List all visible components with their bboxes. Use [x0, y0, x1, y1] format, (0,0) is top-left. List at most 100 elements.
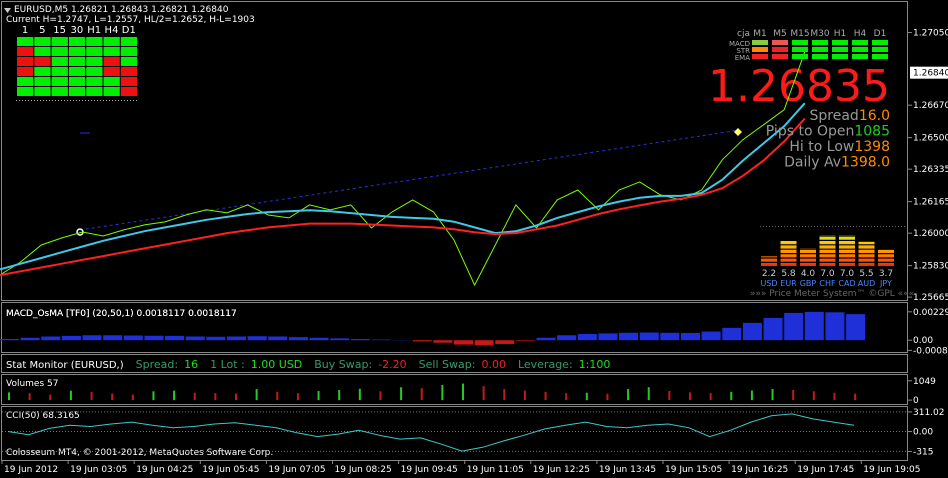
macd-bar [515, 340, 535, 341]
stat-frame [1, 354, 908, 373]
timeframe-label: 5 [39, 25, 45, 36]
timeframe-label: H4 [105, 25, 119, 36]
meter-bar [800, 248, 816, 266]
stat-value: 16.0 [859, 108, 890, 124]
stat-value: 1:100 [579, 358, 611, 371]
macd-bar [350, 338, 370, 341]
time-label: 19 Jun 17:45 [797, 465, 854, 475]
stat-line: Pips to Open1085 [766, 124, 890, 140]
time-label: 19 Jun 03:05 [70, 465, 127, 475]
macd-bar [103, 335, 123, 341]
macd-bar [598, 333, 618, 341]
volumes-frame [1, 374, 908, 405]
timeframe-cell [51, 37, 68, 46]
time-label: 19 Jun 04:25 [136, 465, 193, 475]
meter-bar [761, 256, 777, 266]
timeframe-label: D1 [122, 25, 136, 36]
meter-value: 7.0 [820, 269, 835, 279]
y-tick-label: 0 [913, 396, 919, 406]
macd-bar [247, 336, 267, 341]
volume-bar [379, 391, 382, 401]
meter-currency: EUR [780, 279, 797, 288]
timeframe-cell [86, 67, 103, 76]
meter-value: 4.0 [801, 269, 816, 279]
cci-line [7, 413, 855, 452]
signal-cell [792, 47, 808, 52]
signal-cell [852, 40, 868, 45]
stat-value: 1398.0 [841, 155, 890, 171]
cci-frame [1, 406, 908, 461]
time-label: 19 Jun 05:45 [202, 465, 259, 475]
signal-cell [792, 40, 808, 45]
stat-label: Hi to Low [789, 139, 854, 155]
time-label: 19 Jun 15:05 [665, 465, 722, 475]
stat-value: -2.20 [378, 358, 406, 371]
y-tick-label: 1.26000 [913, 229, 948, 239]
volume-bar [358, 388, 361, 401]
stat-label: Spread: [136, 358, 178, 371]
volume-bar [49, 394, 52, 401]
price-line [0, 117, 806, 277]
macd-bar [536, 337, 556, 341]
macd-bar [330, 338, 350, 341]
time-label: 19 Jun 07:05 [268, 465, 325, 475]
timeframe-cell [17, 37, 34, 46]
meter-value: 7.0 [840, 269, 855, 279]
timeframe-cell [120, 57, 138, 66]
signal-cell [772, 54, 788, 59]
macd-bar [371, 339, 391, 341]
volume-bar [854, 393, 857, 401]
stat-label: Spread [810, 108, 859, 124]
timeframe-cell [68, 67, 86, 76]
signal-cell [812, 54, 828, 59]
timeframe-label: 30 [71, 25, 84, 36]
volume-bar [296, 393, 299, 401]
timeframe-cell [17, 47, 34, 56]
macd-bar [804, 311, 824, 341]
meter-caption: »»» Price Meter System™ ©GPL ««« [750, 289, 914, 299]
volume-bar [647, 387, 650, 401]
timeframe-cell [86, 87, 103, 96]
stat-line: Hi to Low1398 [789, 139, 890, 155]
timeframe-cell [86, 37, 103, 46]
signal-column: M1 [753, 29, 767, 39]
volume-bar [193, 392, 196, 401]
macd-title: MACD_OsMA [TF0] (20,50,1) 0.0018117 0.00… [6, 309, 237, 319]
stat-value: 16 [184, 358, 198, 371]
timeframe-cell [120, 47, 138, 56]
signal-column: M5 [773, 29, 787, 39]
volume-bar [689, 392, 691, 401]
meter-value: 3.7 [879, 269, 893, 279]
timeframe-cell [120, 67, 138, 76]
meter-currency: GBP [800, 279, 817, 288]
macd-bar [268, 336, 288, 341]
macd-bar [206, 336, 226, 341]
signal-cell [752, 47, 768, 52]
macd-bar [433, 340, 453, 343]
volume-bar [255, 389, 258, 401]
y-tick-label: 1049 [913, 377, 936, 387]
symbol-icon [4, 8, 11, 13]
time-label: 19 Jun 2012 [4, 465, 58, 475]
signal-cell [832, 54, 848, 59]
timeframe-cell [103, 37, 120, 46]
meter-value: 5.5 [859, 269, 873, 279]
timeframe-cell [34, 67, 51, 76]
stat-value: 1398 [854, 139, 890, 155]
volume-bar [565, 393, 568, 401]
signal-cell [872, 54, 888, 59]
signal-column: H1 [834, 29, 847, 39]
y-tick-label: -315 [913, 447, 933, 457]
macd-bar [639, 332, 659, 341]
macd-bar [227, 336, 246, 341]
stat-label: Pips to Open [766, 124, 855, 140]
signal-cell [772, 40, 788, 45]
signal-cell [812, 47, 828, 52]
timeframe-cell [68, 77, 86, 86]
macd-bar [660, 332, 680, 341]
timeframe-cell [103, 57, 120, 66]
big-price: 1.26835 [708, 61, 890, 112]
volume-bar [420, 388, 423, 401]
macd-bar [20, 337, 40, 341]
stat-line: Daily Av1398.0 [784, 155, 890, 171]
